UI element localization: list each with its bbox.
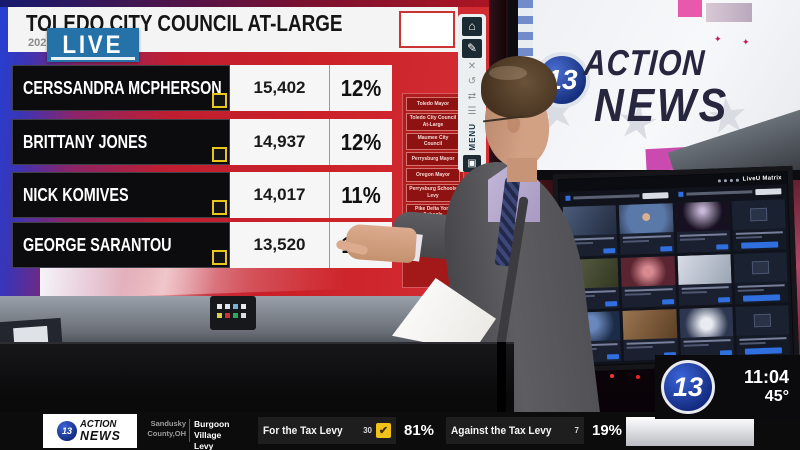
control-deck-device[interactable] (210, 296, 256, 330)
ticker-result-against: Against the Tax Levy 7 (446, 417, 584, 444)
vote-count: 15,402 (230, 65, 330, 111)
vote-percent: 11% (341, 181, 381, 208)
race-menu-button[interactable]: Perrysburg Mayor (406, 152, 460, 166)
result-count: 30 (363, 426, 372, 435)
channel-13-circle-logo: 13 (661, 360, 715, 414)
home-icon[interactable]: ⌂ (462, 17, 482, 36)
current-time: 11:04 (743, 367, 789, 388)
race-menu-button[interactable]: Oregon Mayor (406, 168, 460, 182)
candidate-row: CERSSANDRA MCPHERSON 15,402 12% (12, 65, 392, 111)
star-icon: ✦ (742, 37, 750, 47)
result-label: For the Tax Levy (263, 424, 343, 437)
candidate-name-box: CERSSANDRA MCPHERSON (12, 65, 230, 111)
control-deck-buttons[interactable] (217, 304, 222, 309)
anchor-neck (507, 158, 537, 182)
candidate-row: NICK KOMIVES 14,017 11% (12, 172, 392, 218)
anchor-head (481, 56, 557, 182)
touch-marker[interactable] (212, 250, 227, 265)
candidate-name-box: GEORGE SARANTOU (12, 222, 230, 268)
result-percent: 81% (404, 422, 435, 439)
star-icon: ✦ (714, 34, 722, 44)
foreground-monitor-backs (0, 342, 514, 420)
station-logo-screen: ✦ ✦ ★ ★ ★ 13 ACTION NEWS (518, 0, 800, 170)
race-subtitle-fragment: 202 (28, 37, 47, 49)
result-percent: 19% (592, 422, 623, 439)
undo-icon[interactable]: ↺ (467, 75, 477, 87)
close-icon[interactable]: ✕ (467, 60, 477, 72)
channel-13-circle-logo: 13 (57, 421, 77, 441)
vote-count: 14,017 (230, 172, 330, 218)
brand-news-text: NEWS (594, 79, 729, 131)
channel-bug: 13 11:04 45° (655, 355, 800, 419)
ticker-station-logo: 13 ACTION NEWS (43, 414, 137, 448)
bug-time-temp: 11:04 45° (723, 367, 789, 406)
results-ticker: 13 ACTION NEWS Sandusky County,OH Burgoo… (0, 412, 800, 450)
ticker-transition-box (626, 417, 754, 446)
header-end-box (399, 11, 455, 48)
ticker-race-name: Burgoon Village Levy (194, 419, 230, 450)
race-menu-panel: Toledo Mayor Toledo City Council At-Larg… (402, 93, 464, 245)
pink-block-graphic (678, 0, 702, 17)
current-temperature: 45° (764, 388, 789, 406)
candidate-result-box: 14,017 11% (230, 172, 392, 218)
ticker-location: Sandusky County,OH (147, 419, 186, 438)
swap-icon[interactable]: ⇄ (467, 90, 477, 102)
vote-percent: 12% (340, 128, 382, 155)
touch-marker[interactable] (212, 147, 227, 162)
candidate-name-box: NICK KOMIVES (12, 172, 230, 218)
candidate-result-box: 14,937 12% (230, 119, 392, 165)
result-label: Against the Tax Levy (451, 424, 552, 437)
list-icon[interactable]: ☰ (467, 105, 477, 117)
station-logo-tv: ✦ ✦ ★ ★ ★ 13 ACTION NEWS (508, 0, 800, 180)
vote-count: 14,937 (230, 119, 330, 165)
touch-marker[interactable] (212, 200, 227, 215)
candidate-row: BRITTANY JONES 14,937 12% (12, 119, 392, 165)
candidate-result-box: 15,402 12% (230, 65, 392, 111)
vote-percent: 12% (340, 74, 382, 101)
board-top-strip (0, 0, 506, 7)
live-badge: LIVE (47, 28, 139, 62)
pink-gray-block-graphic (706, 3, 752, 22)
result-count: 7 (574, 426, 579, 435)
ticker-result-for: For the Tax Levy 30 ✔ (258, 417, 396, 444)
race-menu-button[interactable]: Toledo Mayor (406, 97, 460, 111)
ticker-logo-text: ACTION NEWS (80, 419, 121, 443)
ticker-divider (189, 419, 190, 442)
anchor-hair (481, 56, 557, 118)
touch-marker[interactable] (212, 93, 227, 108)
race-menu-button[interactable]: Toledo City Council At-Large (406, 113, 460, 131)
pencil-icon[interactable]: ✎ (462, 38, 482, 58)
vote-count: 13,520 (230, 222, 330, 268)
candidate-name-box: BRITTANY JONES (12, 119, 230, 165)
winner-check-icon: ✔ (376, 423, 391, 438)
